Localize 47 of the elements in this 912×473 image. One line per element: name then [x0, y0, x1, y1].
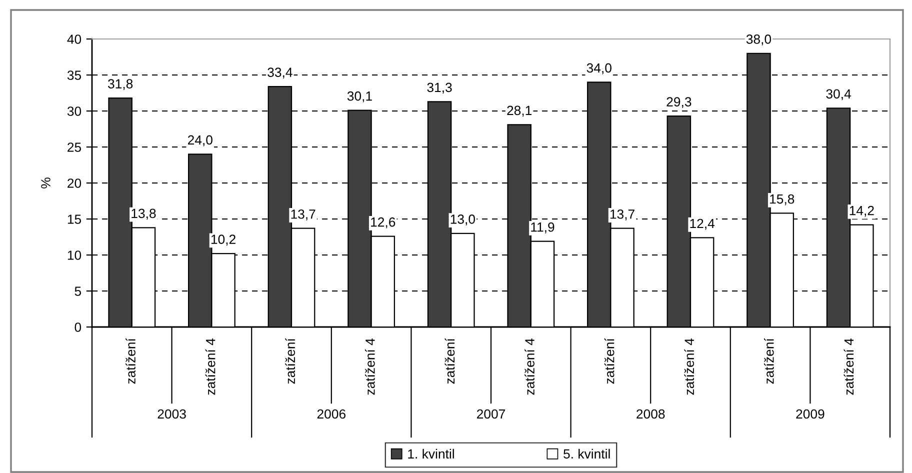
y-tick-label: 40 — [67, 34, 82, 44]
data-label: 28,1 — [507, 106, 532, 117]
text: 2008 — [636, 409, 665, 419]
data-label: 38,0 — [746, 34, 772, 46]
data-label: 14,2 — [850, 206, 874, 217]
x-tick-label: zatížení — [126, 338, 136, 384]
y-tick-label: 5 — [74, 286, 82, 296]
data-label: 13,7 — [291, 209, 316, 220]
data-label: 34,0 — [586, 63, 612, 74]
y-tick-label: 0 — [74, 322, 82, 332]
data-label: 24,0 — [188, 135, 212, 146]
legend-label: 1. kvintil — [408, 448, 454, 459]
data-label: 13,7 — [610, 209, 634, 220]
x-tick-label: zatížení — [444, 338, 455, 384]
data-label: 10,2 — [211, 234, 236, 246]
x-tick-label: zatížení — [604, 338, 614, 384]
x-tick-label: zatížení 4 — [205, 338, 216, 395]
x-tick-label: zatížení 4 — [364, 338, 375, 395]
text: 2007 — [476, 409, 506, 419]
data-label: 15,8 — [770, 194, 794, 206]
text: 2009 — [796, 409, 824, 419]
data-label: 30,1 — [347, 91, 372, 102]
data-label: 31,3 — [427, 82, 452, 94]
legend-label: 5. kvintil — [564, 448, 610, 459]
data-label: 11,9 — [531, 222, 554, 234]
data-label: 31,8 — [108, 79, 133, 90]
data-label: 29,3 — [666, 97, 692, 108]
x-tick-label: zatížení — [285, 338, 296, 384]
text: 2006 — [317, 409, 346, 419]
data-label: 13,0 — [450, 214, 475, 226]
data-label: 30,4 — [826, 89, 851, 100]
data-label: 33,4 — [268, 68, 292, 79]
x-tick-label: zatížení 4 — [524, 338, 534, 395]
y-tick-label: 15 — [68, 214, 82, 224]
x-tick-label: zatížení 4 — [844, 338, 854, 395]
y-tick-label: 25 — [68, 142, 82, 152]
data-label: 13,8 — [132, 208, 156, 220]
y-tick-label: 10 — [68, 250, 82, 260]
text: 2003 — [158, 409, 186, 419]
x-tick-label: zatížení 4 — [684, 338, 694, 395]
y-tick-label: 30 — [67, 106, 82, 116]
y-axis-title: % — [41, 178, 50, 188]
y-tick-label: 20 — [68, 178, 82, 188]
y-tick-label: 35 — [67, 70, 82, 80]
data-label: 12,4 — [690, 218, 715, 230]
x-tick-label: zatížení — [764, 338, 774, 384]
data-label: 12,6 — [371, 217, 396, 228]
